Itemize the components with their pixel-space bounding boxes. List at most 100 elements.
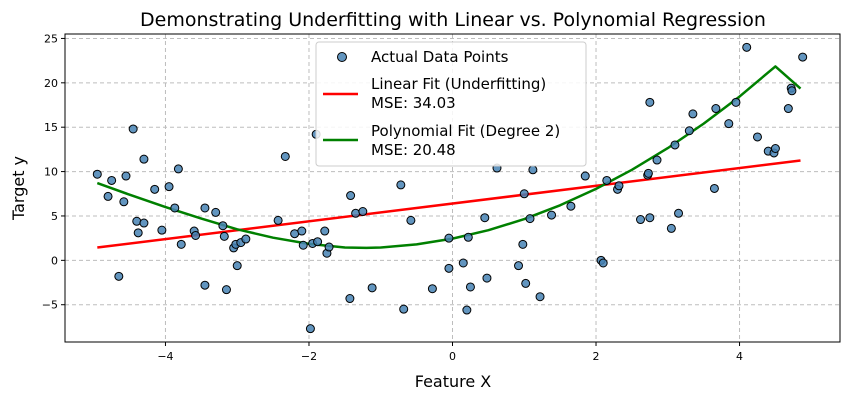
data-point: [358, 207, 368, 217]
y-tick-label: 20: [44, 77, 58, 90]
data-point: [114, 271, 124, 281]
data-point: [518, 239, 528, 249]
y-tick-label: 25: [44, 32, 58, 45]
data-point: [770, 144, 780, 154]
data-point: [643, 168, 653, 178]
data-point: [406, 215, 416, 225]
data-point: [684, 126, 694, 136]
data-point: [465, 282, 475, 292]
data-point: [128, 124, 138, 134]
legend-sublabel-poly: MSE: 20.48: [371, 141, 456, 159]
data-point: [444, 263, 454, 273]
y-tick-label: 0: [51, 254, 58, 267]
data-point: [139, 154, 149, 164]
data-point: [273, 215, 283, 225]
y-tick-label: 10: [44, 166, 58, 179]
data-point: [525, 214, 535, 224]
data-point: [150, 184, 160, 194]
data-point: [232, 261, 242, 271]
data-point: [724, 119, 734, 129]
data-point: [241, 234, 251, 244]
legend-label-poly: Polynomial Fit (Degree 2): [371, 122, 560, 140]
data-point: [602, 175, 612, 185]
data-point: [121, 171, 131, 181]
data-point: [305, 324, 315, 334]
data-point: [133, 228, 143, 238]
data-point: [742, 42, 752, 52]
data-point: [580, 171, 590, 181]
axis-ticks: −4 −2 0 2 4 −5 0 5 10 15 20 25: [42, 32, 743, 363]
data-point: [176, 239, 186, 249]
legend-sublabel-linear: MSE: 34.03: [371, 94, 456, 112]
linear-fit-line: [97, 159, 801, 249]
data-point: [367, 283, 377, 293]
data-point: [645, 97, 655, 107]
data-point: [458, 258, 468, 268]
data-point: [211, 207, 221, 217]
y-tick-label: 15: [44, 121, 58, 134]
data-point: [119, 197, 129, 207]
data-point: [480, 213, 490, 223]
data-point: [566, 201, 576, 211]
data-point: [652, 155, 662, 165]
data-point: [787, 86, 797, 96]
x-tick-label: −2: [301, 350, 317, 363]
data-point: [783, 104, 793, 114]
data-point: [298, 240, 308, 250]
x-tick-label: 0: [449, 350, 456, 363]
data-point: [200, 280, 210, 290]
data-point: [399, 304, 409, 314]
data-point: [666, 223, 676, 233]
data-point: [709, 183, 719, 193]
data-point: [528, 165, 538, 175]
data-points: [92, 42, 808, 334]
data-point: [107, 175, 117, 185]
data-point: [462, 305, 472, 315]
x-tick-label: 4: [736, 350, 743, 363]
data-point: [396, 180, 406, 190]
legend: Actual Data Points Linear Fit (Underfitt…: [315, 41, 587, 167]
data-point: [280, 151, 290, 161]
data-point: [547, 210, 557, 220]
x-tick-label: −4: [157, 350, 173, 363]
data-point: [614, 181, 624, 191]
data-point: [752, 132, 762, 142]
data-point: [482, 273, 492, 283]
data-point: [688, 109, 698, 119]
data-point: [427, 284, 437, 294]
legend-label-linear: Linear Fit (Underfitting): [371, 75, 546, 93]
data-point: [218, 221, 228, 231]
data-point: [674, 208, 684, 218]
data-point: [139, 218, 149, 228]
data-point: [92, 169, 102, 179]
y-axis-label: Target y: [9, 156, 28, 221]
data-point: [164, 182, 174, 192]
legend-box: [315, 41, 587, 167]
data-point: [297, 226, 307, 236]
data-point: [521, 278, 531, 288]
data-point: [598, 258, 608, 268]
data-point: [444, 233, 454, 243]
data-point: [798, 52, 808, 62]
y-tick-label: −5: [42, 299, 58, 312]
x-tick-label: 2: [593, 350, 600, 363]
data-point: [670, 140, 680, 150]
chart-title: Demonstrating Underfitting with Linear v…: [140, 9, 766, 31]
data-point: [170, 203, 180, 213]
data-point: [345, 294, 355, 304]
data-point: [535, 292, 545, 302]
data-point: [320, 226, 330, 236]
data-point: [313, 237, 323, 247]
data-point: [636, 215, 646, 225]
data-point: [514, 261, 524, 271]
data-point: [191, 230, 201, 240]
legend-marker-points: [337, 52, 347, 62]
data-point: [731, 97, 741, 107]
data-point: [519, 189, 529, 199]
legend-label-points: Actual Data Points: [371, 48, 509, 66]
data-point: [157, 225, 167, 235]
data-point: [221, 285, 231, 295]
data-point: [346, 191, 356, 201]
data-point: [173, 164, 183, 174]
